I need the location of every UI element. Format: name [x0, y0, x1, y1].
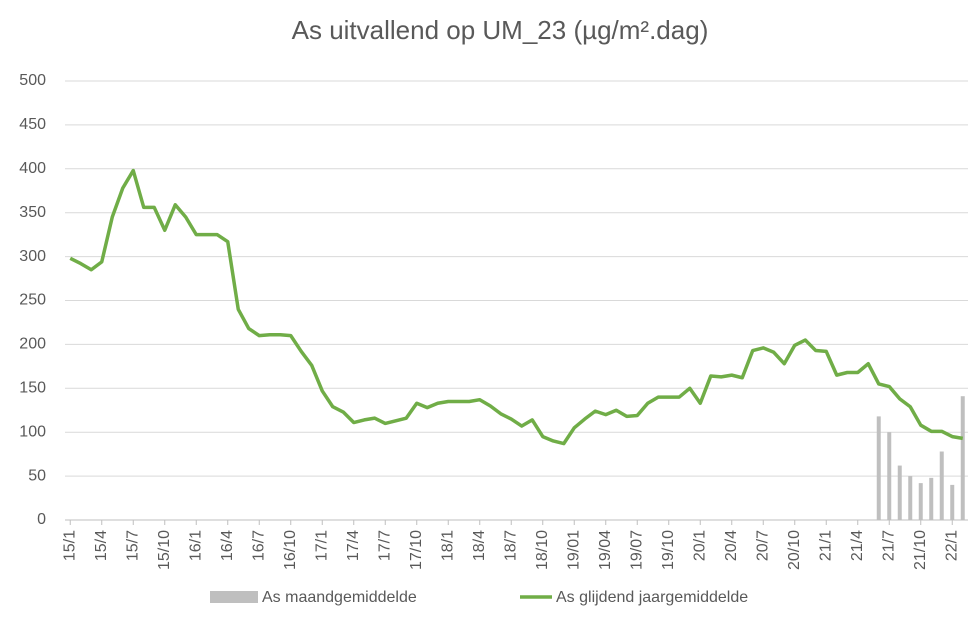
line [69, 168, 964, 446]
x-tick-label: 22/1 [943, 530, 960, 561]
bar [960, 396, 965, 520]
bar [939, 451, 944, 520]
x-tick-label: 20/1 [691, 530, 708, 561]
bar [887, 432, 892, 520]
legend-swatch [210, 591, 258, 603]
x-tick-label: 19/01 [565, 530, 582, 570]
x-tick-label: 19/04 [597, 530, 614, 570]
bar [876, 416, 881, 520]
x-tick-label: 15/1 [61, 530, 78, 561]
bar [908, 476, 913, 520]
x-tick-label: 15/10 [156, 530, 173, 570]
x-tick-label: 21/4 [849, 530, 866, 561]
y-tick-label: 300 [19, 248, 46, 265]
legend-label: As maandgemiddelde [262, 589, 417, 606]
x-tick-label: 18/1 [439, 530, 456, 561]
bar [918, 483, 923, 520]
x-tick-label: 17/4 [345, 530, 362, 561]
x-tick-label: 19/07 [628, 530, 645, 570]
x-tick-label: 21/10 [912, 530, 929, 570]
x-tick-label: 19/10 [660, 530, 677, 570]
x-tick-label: 18/4 [471, 530, 488, 561]
y-tick-label: 200 [19, 336, 46, 353]
x-tick-label: 17/1 [313, 530, 330, 561]
y-tick-label: 100 [19, 423, 46, 440]
y-tick-label: 150 [19, 380, 46, 397]
y-tick-label: 350 [19, 204, 46, 221]
bar [929, 477, 934, 520]
bar [950, 484, 955, 520]
x-tick-label: 16/1 [187, 530, 204, 561]
x-tick-label: 16/7 [250, 530, 267, 561]
y-tick-label: 0 [37, 511, 46, 528]
x-tick-label: 16/10 [282, 530, 299, 570]
x-tick-label: 21/7 [880, 530, 897, 561]
chart-title: As uitvallend op UM_23 (µg/m².dag) [292, 15, 709, 45]
y-tick-label: 250 [19, 292, 46, 309]
x-tick-label: 21/1 [817, 530, 834, 561]
x-tick-label: 16/4 [219, 530, 236, 561]
x-tick-label: 17/7 [376, 530, 393, 561]
x-tick-label: 15/4 [93, 530, 110, 561]
y-tick-label: 500 [19, 72, 46, 89]
x-tick-label: 20/10 [786, 530, 803, 570]
x-tick-label: 18/7 [502, 530, 519, 561]
y-tick-label: 50 [28, 467, 46, 484]
bar [897, 465, 902, 520]
y-tick-label: 400 [19, 160, 46, 177]
x-tick-label: 15/7 [124, 530, 141, 561]
y-tick-label: 450 [19, 116, 46, 133]
x-tick-label: 18/10 [534, 530, 551, 570]
x-tick-label: 20/4 [723, 530, 740, 561]
x-tick-label: 17/10 [408, 530, 425, 570]
legend-label: As glijdend jaargemiddelde [556, 589, 748, 606]
x-tick-label: 20/7 [754, 530, 771, 561]
